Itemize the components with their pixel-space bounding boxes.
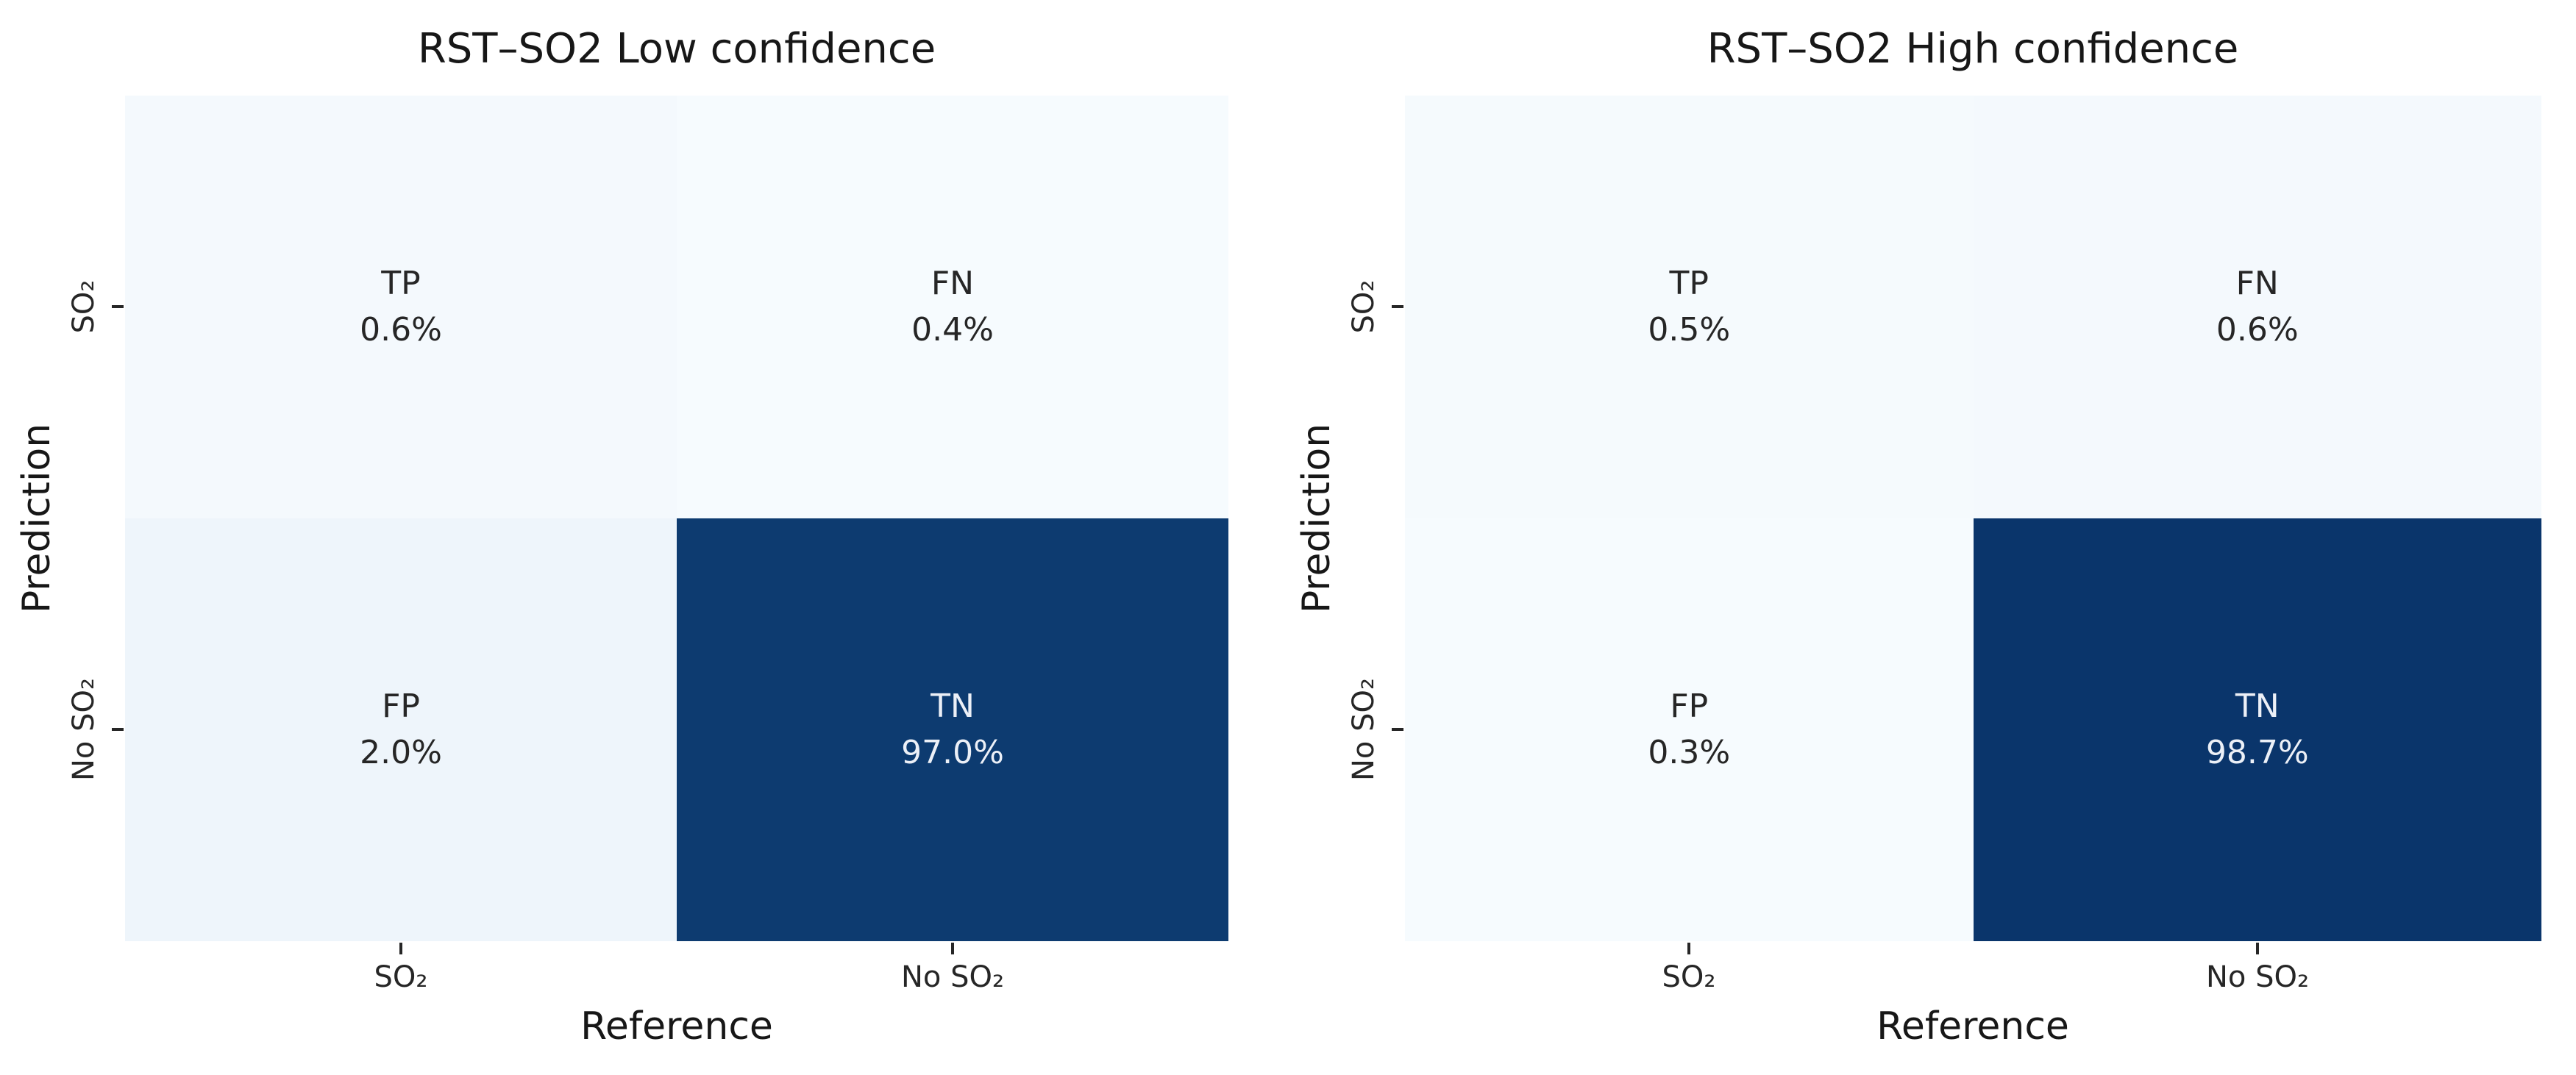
cell-value: 2.0% xyxy=(360,733,442,771)
x-tick-label-no-so2: No SO₂ xyxy=(2205,960,2310,994)
panel-title: RST–SO2 High confidence xyxy=(1707,25,2239,73)
cell-label: TP xyxy=(1669,265,1709,303)
cell-value: 0.3% xyxy=(1648,733,1731,771)
cell-value: 0.4% xyxy=(911,310,994,349)
x-tick-label-so2: SO₂ xyxy=(374,960,428,994)
x-tick-mark xyxy=(951,943,954,954)
y-tick-label-no-so2: No SO₂ xyxy=(67,677,101,782)
cell-true-negative: TN 98.7% xyxy=(1973,518,2541,941)
x-axis-label: Reference xyxy=(1876,1004,2069,1049)
panel-title: RST–SO2 Low confidence xyxy=(417,25,936,73)
cell-false-negative: FN 0.4% xyxy=(677,96,1228,518)
y-tick-mark xyxy=(1392,305,1403,308)
cell-false-positive: FP 2.0% xyxy=(125,518,677,941)
cell-label: TP xyxy=(381,265,421,303)
cell-label: FP xyxy=(1670,688,1709,726)
y-tick-label-so2: SO₂ xyxy=(67,279,101,334)
cell-true-positive: TP 0.5% xyxy=(1405,96,1974,518)
heatmap-low-confidence: TP 0.6% FN 0.4% FP 2.0% TN 97.0% xyxy=(125,96,1228,941)
cell-label: FN xyxy=(2235,265,2279,303)
cell-value: 0.5% xyxy=(1648,310,1731,349)
y-tick-mark xyxy=(112,728,124,731)
cell-label: TN xyxy=(931,688,975,726)
y-tick-label-no-so2: No SO₂ xyxy=(1347,677,1381,782)
cell-value: 0.6% xyxy=(360,310,442,349)
x-tick-mark xyxy=(1687,943,1690,954)
cell-false-positive: FP 0.3% xyxy=(1405,518,1974,941)
cell-value: 0.6% xyxy=(2216,310,2299,349)
y-axis-label: Prediction xyxy=(15,423,59,614)
y-tick-label-so2: SO₂ xyxy=(1347,279,1381,334)
cell-label: FN xyxy=(931,265,975,303)
x-axis-label: Reference xyxy=(580,1004,773,1049)
cell-false-negative: FN 0.6% xyxy=(1973,96,2541,518)
y-tick-mark xyxy=(112,305,124,308)
cell-value: 97.0% xyxy=(901,733,1004,771)
heatmap-high-confidence: TP 0.5% FN 0.6% FP 0.3% TN 98.7% xyxy=(1405,96,2541,941)
cell-true-positive: TP 0.6% xyxy=(125,96,677,518)
cell-label: TN xyxy=(2235,688,2280,726)
cell-label: FP xyxy=(382,688,420,726)
y-axis-label: Prediction xyxy=(1295,423,1339,614)
cell-true-negative: TN 97.0% xyxy=(677,518,1228,941)
x-tick-label-no-so2: No SO₂ xyxy=(900,960,1005,994)
x-tick-mark xyxy=(399,943,402,954)
x-tick-label-so2: SO₂ xyxy=(1662,960,1716,994)
cell-value: 98.7% xyxy=(2205,733,2309,771)
y-tick-mark xyxy=(1392,728,1403,731)
x-tick-mark xyxy=(2256,943,2259,954)
